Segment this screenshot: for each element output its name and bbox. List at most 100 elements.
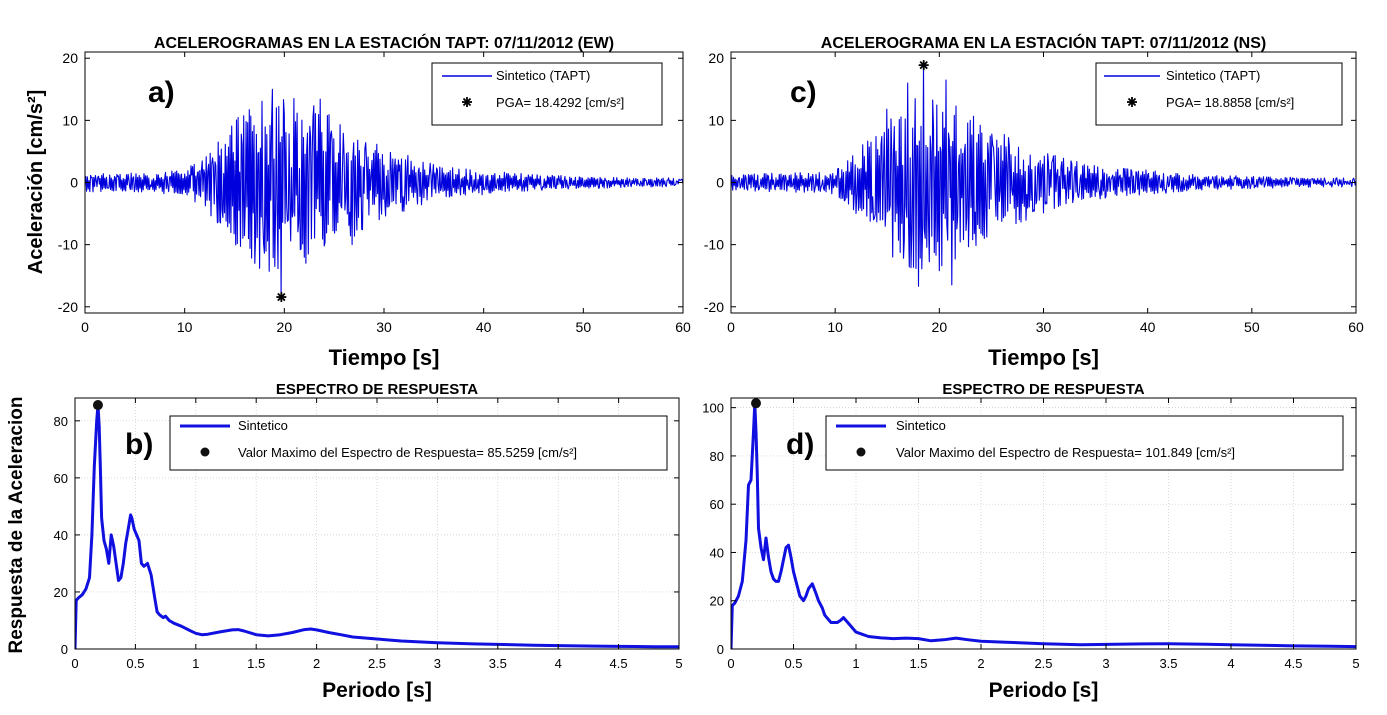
legend-entry-label: Sintetico (TAPT) (1166, 68, 1260, 83)
y-tick-label: 10 (708, 112, 724, 128)
x-axis-label: Tiempo [s] (988, 345, 1099, 370)
y-tick-label: 20 (54, 585, 68, 600)
y-tick-label: -10 (58, 237, 78, 253)
series-line-c (731, 64, 1356, 287)
chart-title: ESPECTRO DE RESPUESTA (942, 381, 1144, 398)
max-marker (92, 400, 103, 411)
x-tick-label: 1.5 (247, 656, 265, 671)
x-tick-label: 4 (1227, 656, 1234, 671)
x-tick-label: 30 (376, 319, 392, 335)
legend-entry-label: Sintetico (TAPT) (496, 68, 590, 83)
y-tick-label: 0 (717, 642, 724, 657)
series-line-b (75, 403, 679, 649)
x-tick-label: 4.5 (610, 656, 628, 671)
panel-c: ACELEROGRAMA EN LA ESTACIÓN TAPT: 07/11/… (704, 33, 1364, 370)
pga-marker (918, 60, 929, 71)
legend-entry-label: Sintetico (896, 418, 946, 433)
y-axis-label: Aceleración [cm/s²] (25, 90, 47, 275)
x-tick-label: 2 (977, 656, 984, 671)
x-tick-label: 40 (476, 319, 492, 335)
x-tick-label: 0.5 (784, 656, 802, 671)
y-tick-label: 80 (54, 414, 68, 429)
x-tick-label: 0 (81, 319, 89, 335)
y-tick-label: 0 (70, 175, 78, 191)
x-tick-label: 0 (71, 656, 78, 671)
series-line-a (85, 88, 683, 298)
x-tick-label: 60 (1348, 319, 1364, 335)
series-line-d (731, 401, 1356, 649)
x-tick-label: 2.5 (368, 656, 386, 671)
y-tick-label: 0 (716, 175, 724, 191)
legend-entry-label: PGA= 18.4292 [cm/s²] (496, 95, 624, 110)
panel-a: ACELEROGRAMAS EN LA ESTACIÓN TAPT: 07/11… (25, 33, 691, 370)
y-tick-label: 60 (54, 471, 68, 486)
y-tick-label: 20 (708, 50, 724, 66)
x-tick-label: 2 (313, 656, 320, 671)
x-tick-label: 4.5 (1284, 656, 1302, 671)
y-tick-label: 80 (710, 449, 724, 464)
x-tick-label: 20 (932, 319, 948, 335)
chart-title: ACELEROGRAMAS EN LA ESTACIÓN TAPT: 07/11… (154, 33, 614, 52)
legend-entry-label: Sintetico (238, 418, 288, 433)
y-tick-label: -10 (704, 237, 724, 253)
y-tick-label: 20 (62, 50, 78, 66)
x-tick-label: 2.5 (1034, 656, 1052, 671)
legend-swatch-marker (462, 97, 472, 107)
legend: Sintetico Valor Maximo del Espectro de Re… (169, 415, 668, 471)
x-tick-label: 5 (675, 656, 682, 671)
y-tick-label: 20 (710, 594, 724, 609)
panel-label: c) (790, 76, 817, 109)
x-tick-label: 3.5 (489, 656, 507, 671)
x-tick-label: 3 (1102, 656, 1109, 671)
x-tick-label: 5 (1352, 656, 1359, 671)
legend-entry-label: PGA= 18.8858 [cm/s²] (1166, 95, 1294, 110)
legend: Sintetico Valor Maximo del Espectro de Re… (825, 415, 1344, 471)
x-tick-label: 40 (1140, 319, 1156, 335)
legend-entry-label: Valor Maximo del Espectro de Respuesta= … (896, 445, 1235, 460)
legend-swatch-marker (856, 447, 866, 457)
y-tick-label: 60 (710, 497, 724, 512)
x-axis-label: Periodo [s] (989, 679, 1099, 702)
legend-swatch-marker (1127, 97, 1137, 107)
x-tick-label: 60 (675, 319, 691, 335)
y-axis-label: Respuesta de la Aceleracion (6, 397, 27, 654)
x-tick-label: 3.5 (1159, 656, 1177, 671)
x-tick-label: 20 (277, 319, 293, 335)
legend: Sintetico (TAPT) PGA= 18.4292 [cm/s²] (431, 62, 663, 126)
max-marker (751, 398, 761, 409)
panel-d: ESPECTRO DE RESPUESTA 0 0.5 1 1.5 2 2.5 3 3.5 4 4.… (702, 381, 1359, 702)
x-axis-label: Tiempo [s] (329, 345, 440, 370)
chart-title: ACELEROGRAMA EN LA ESTACIÓN TAPT: 07/11/… (821, 33, 1266, 52)
y-tick-label: -20 (704, 299, 724, 315)
x-tick-label: 0.5 (126, 656, 144, 671)
x-tick-label: 10 (827, 319, 843, 335)
panel-b: ESPECTRO DE RESPUESTA 0 0.5 1 1.5 2 2.5 3 3.5 4 4.… (6, 381, 683, 702)
legend-entry-label: Valor Maximo del Espectro de Respuesta= … (238, 445, 577, 460)
x-tick-label: 1 (852, 656, 859, 671)
x-tick-label: 1 (192, 656, 199, 671)
y-tick-label: -20 (58, 299, 78, 315)
y-tick-label: 100 (702, 401, 724, 416)
x-tick-label: 30 (1036, 319, 1052, 335)
panel-label: b) (125, 428, 153, 461)
chart-title: ESPECTRO DE RESPUESTA (276, 381, 478, 398)
x-tick-label: 3 (434, 656, 441, 671)
pga-marker (276, 292, 287, 303)
x-tick-label: 50 (576, 319, 592, 335)
x-tick-label: 0 (727, 656, 734, 671)
x-tick-label: 50 (1244, 319, 1260, 335)
y-tick-label: 0 (61, 642, 68, 657)
x-tick-label: 1.5 (909, 656, 927, 671)
y-tick-label: 40 (710, 545, 724, 560)
x-tick-label: 4 (555, 656, 562, 671)
x-tick-label: 10 (177, 319, 193, 335)
legend-swatch-marker (200, 447, 210, 457)
y-tick-label: 10 (62, 112, 78, 128)
legend: Sintetico (TAPT) PGA= 18.8858 [cm/s²] (1095, 62, 1343, 126)
x-axis-label: Periodo [s] (322, 679, 432, 702)
x-tick-label: 0 (727, 319, 735, 335)
panel-label: d) (786, 428, 814, 461)
y-tick-label: 40 (54, 528, 68, 543)
panel-label: a) (148, 76, 175, 109)
